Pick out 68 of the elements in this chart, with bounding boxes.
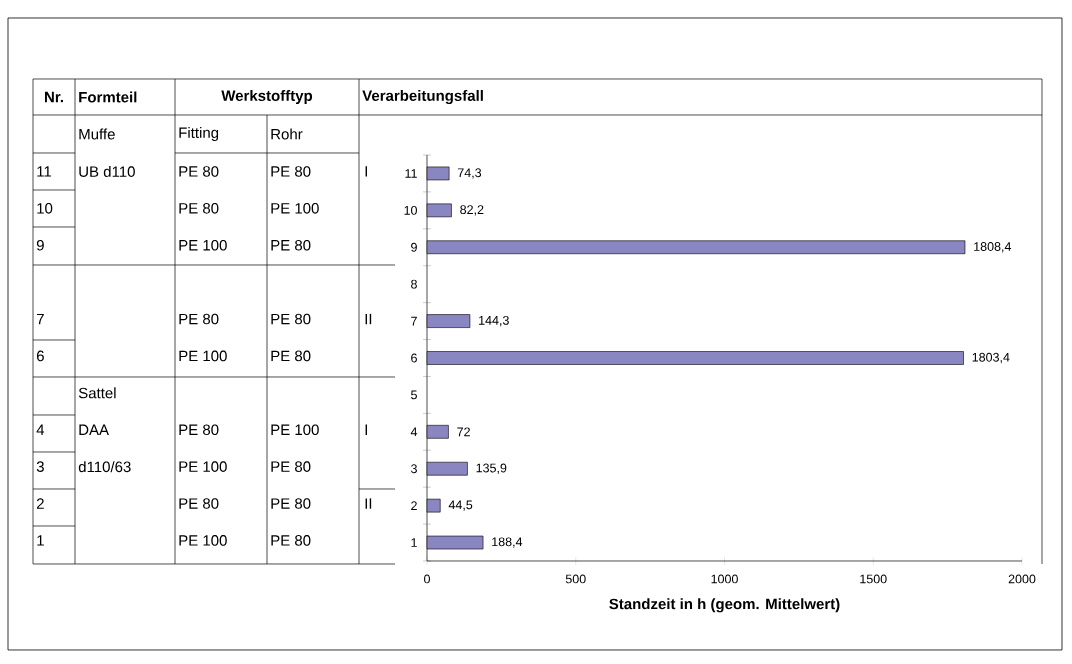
text: PE 100 [271,203,319,214]
text: Muffe [79,128,115,140]
text: 9 [36,239,44,251]
text: PE 80 [271,498,311,509]
data-label: 1808,4 [974,242,1012,253]
text: 11 [37,166,52,177]
data-label: 1803,4 [972,352,1010,364]
text: PE 80 [179,313,219,325]
data-label: 74,3 [457,168,482,179]
text: Nr. [45,91,63,103]
text: DAA [79,424,110,435]
text: PE 80 [179,424,219,436]
text: Sattel [78,387,116,399]
y-tick-label: 10 [404,205,417,215]
text: II [365,313,372,325]
text: 1 [37,535,44,546]
text: PE 80 [179,203,219,214]
text: PE 80 [271,313,311,325]
y-tick-label: 3 [410,464,417,474]
text: 3 [36,461,44,472]
y-tick-label: 7 [411,316,417,326]
y-tick-label: 6 [411,353,417,363]
text: PE 80 [271,535,311,546]
text: PE 80 [271,166,311,177]
y-tick-label: 8 [411,279,417,289]
x-tick-label: 500 [565,574,586,584]
text: PE 100 [179,239,227,251]
data-label: 144,3 [479,315,509,327]
text: 4 [36,424,45,435]
data-label: 82,2 [460,205,484,216]
text: PE 80 [271,461,311,472]
text: 6 [36,350,44,362]
text: I [365,424,367,435]
y-tick-label: 9 [411,242,417,252]
text: Werkstofftyp [221,90,313,104]
text: I [365,166,367,177]
x-tick-label: 1500 [860,574,887,584]
x-tick-label: 0 [424,574,430,584]
text: Verarbeitungsfall [362,89,483,105]
y-tick-label: 5 [411,390,417,400]
y-tick-label: 1 [411,538,417,547]
y-tick-label: 4 [410,427,418,437]
text: UB d110 [79,165,135,177]
text: 10 [37,203,53,214]
x-tick-label: 2000 [1008,574,1036,584]
text: 2 [36,498,44,509]
text: PE 100 [179,350,227,362]
data-label: 135,9 [476,463,507,474]
text: PE 80 [179,498,219,509]
y-tick-label: 2 [411,501,417,510]
data-label: 188,4 [492,537,523,548]
x-axis-title: Standzeit in h (geom. Mittelwert) [609,598,840,613]
text: PE 100 [179,535,227,546]
text: PE 100 [271,424,319,436]
text: Rohr [271,128,303,140]
text: Fitting [179,127,219,141]
text: Formteil [79,91,137,103]
x-tick-label: 1000 [711,574,738,584]
text: II [365,498,372,509]
text: d110/63 [78,461,131,473]
data-label: 44,5 [448,500,473,511]
text: PE 80 [271,350,311,362]
text: 7 [36,313,44,325]
text: PE 80 [271,239,311,251]
text: PE 80 [179,166,219,177]
text: PE 100 [179,461,227,472]
y-tick-label: 11 [405,169,417,178]
data-label: 72 [457,427,470,437]
